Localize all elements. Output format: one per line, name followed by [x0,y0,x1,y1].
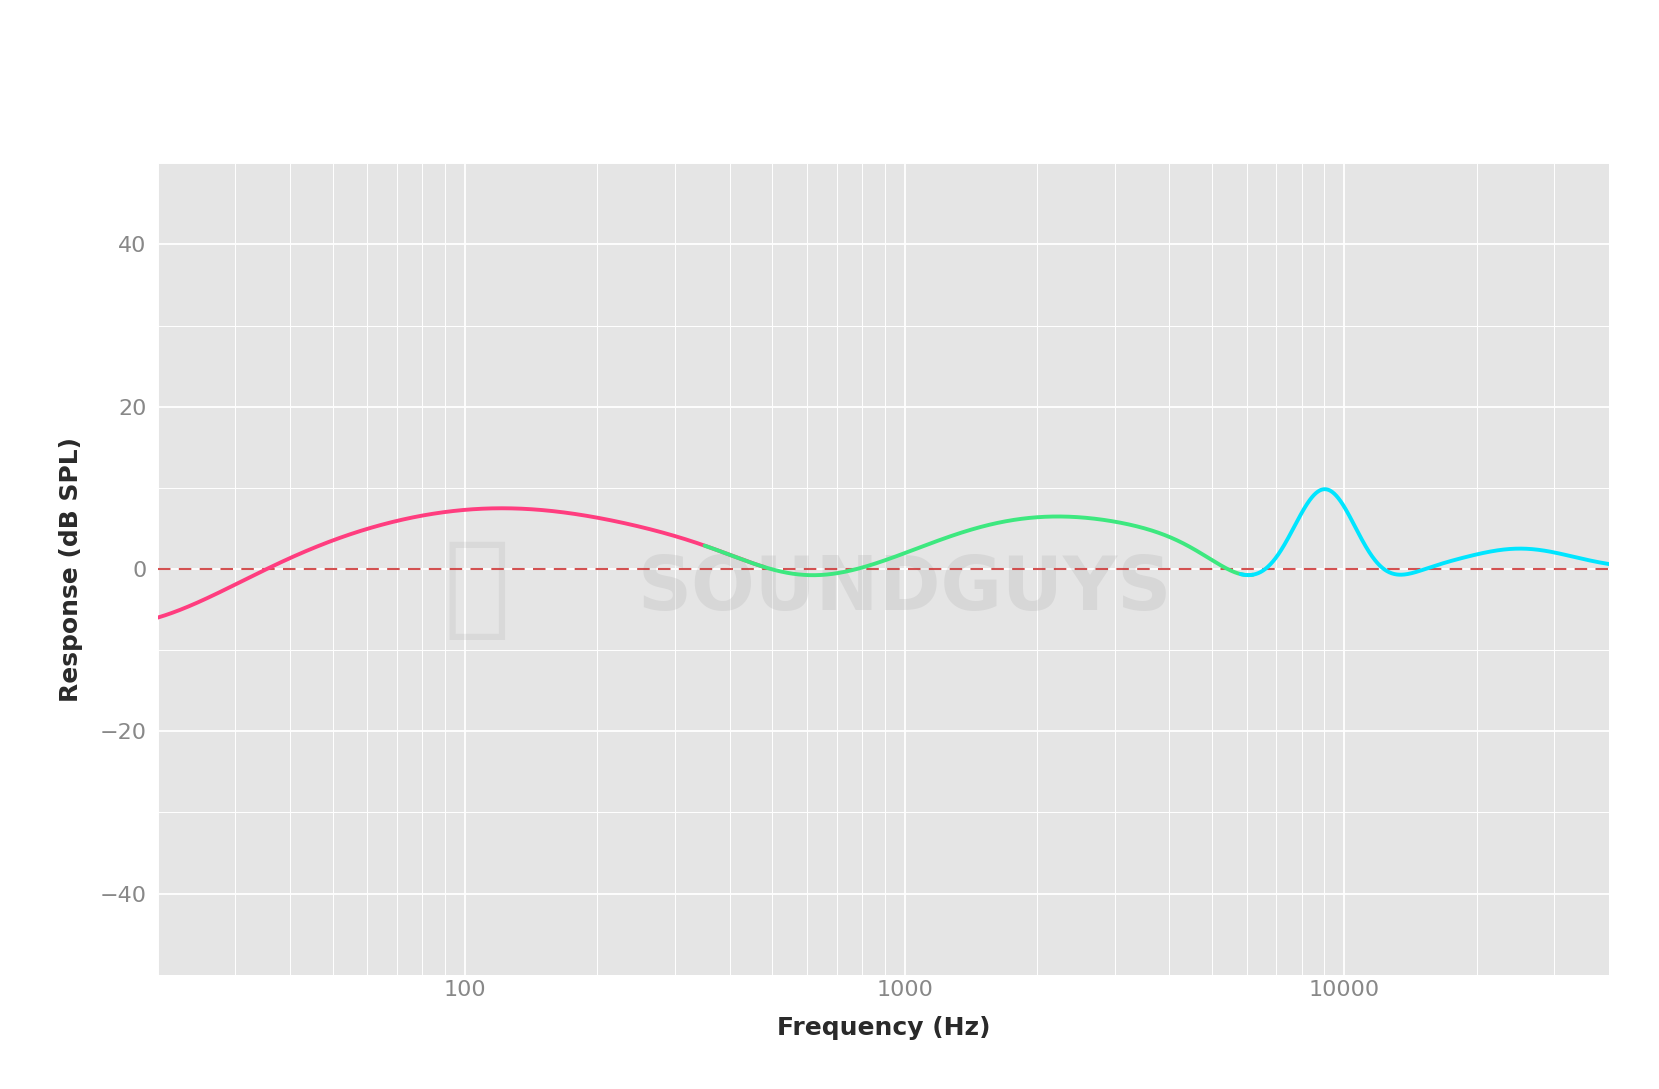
Y-axis label: Response (dB SPL): Response (dB SPL) [58,437,83,701]
X-axis label: Frequency (Hz): Frequency (Hz) [776,1016,990,1040]
Text: Samsung Galaxy Buds Live Frequency Response: Samsung Galaxy Buds Live Frequency Respo… [265,45,1394,86]
Text: SOUNDGUYS: SOUNDGUYS [639,553,1173,626]
Text: ⟡: ⟡ [443,536,511,643]
